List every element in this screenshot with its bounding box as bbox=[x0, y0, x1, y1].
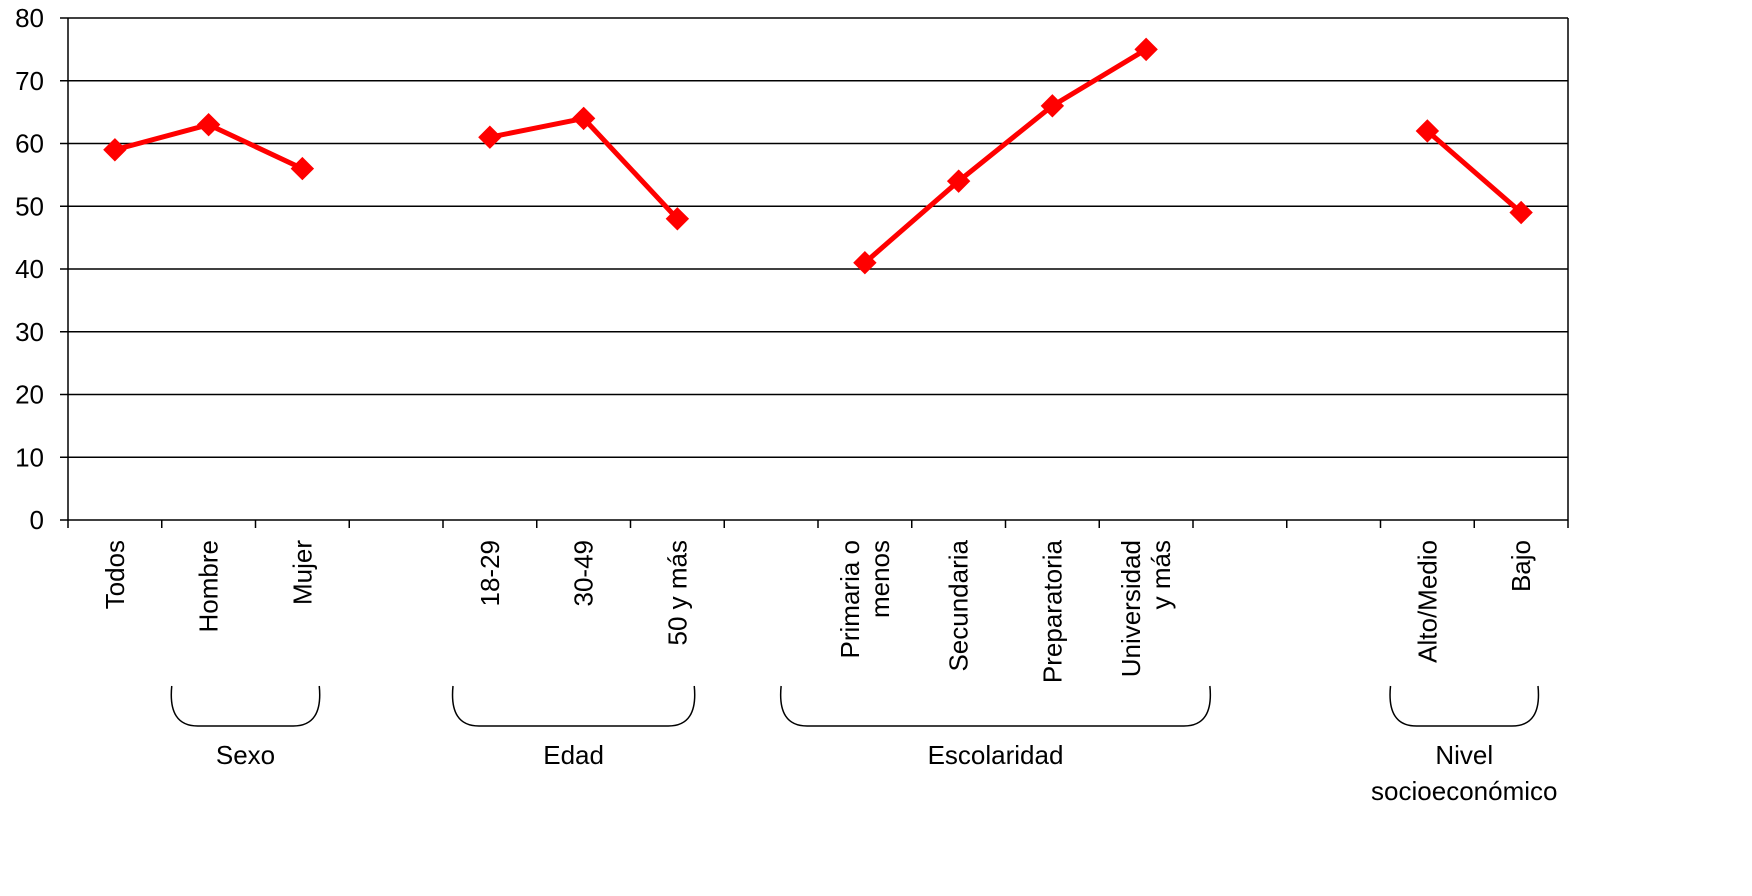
data-point-marker bbox=[946, 169, 971, 193]
group-label: Nivel bbox=[1435, 740, 1493, 770]
group-bracket bbox=[451, 685, 696, 727]
y-tick-label: 40 bbox=[15, 254, 44, 284]
y-tick-label: 30 bbox=[15, 317, 44, 347]
data-point-marker bbox=[1040, 94, 1065, 118]
gridlines bbox=[68, 17, 1568, 521]
category-labels: Todos Hombre Mujer 18-29 30-49 50 y más Primar… bbox=[100, 539, 1536, 683]
data-point-marker bbox=[478, 125, 502, 149]
y-axis: 0 10 20 30 40 50 60 70 80 bbox=[15, 3, 1569, 535]
data-point-marker bbox=[103, 138, 127, 162]
x-category-label: Mujer bbox=[287, 540, 317, 605]
series-markers bbox=[103, 37, 1533, 275]
group-label: Escolaridad bbox=[928, 740, 1064, 770]
x-category-label: menos bbox=[865, 540, 895, 618]
data-point-marker bbox=[1415, 119, 1440, 143]
y-tick-label: 10 bbox=[15, 442, 44, 472]
x-category-label: 30-49 bbox=[569, 540, 599, 607]
y-tick-label: 80 bbox=[15, 3, 44, 33]
data-point-marker bbox=[853, 251, 877, 275]
x-category-label: Secundaria bbox=[944, 539, 974, 671]
series-line-segment bbox=[1425, 129, 1523, 215]
series-line-segment bbox=[863, 47, 1148, 265]
y-tick-label: 0 bbox=[30, 505, 44, 535]
y-tick-label: 50 bbox=[15, 191, 44, 221]
x-category-label: Preparatoria bbox=[1037, 539, 1067, 683]
group-bracket bbox=[779, 685, 1212, 727]
x-category-label: Hombre bbox=[194, 540, 224, 632]
x-category-label: y más bbox=[1146, 540, 1176, 609]
x-category-label: Primaria o bbox=[835, 540, 865, 658]
x-category-label: Bajo bbox=[1506, 540, 1536, 592]
group-label: socioeconómico bbox=[1371, 776, 1557, 806]
y-tick-label: 60 bbox=[15, 129, 44, 159]
data-point-marker bbox=[290, 156, 315, 181]
x-category-label: Todos bbox=[100, 540, 130, 609]
group-label: Sexo bbox=[216, 740, 275, 770]
x-category-label: Alto/Medio bbox=[1412, 540, 1442, 663]
y-tick-label: 70 bbox=[15, 66, 44, 96]
data-point-marker bbox=[571, 106, 596, 131]
group-bracket bbox=[170, 685, 321, 727]
series-line-segment bbox=[489, 115, 680, 221]
x-category-label: Universidad bbox=[1116, 540, 1146, 677]
group-bracket bbox=[1389, 685, 1540, 727]
x-category-label: 50 y más bbox=[662, 540, 692, 646]
data-point-marker bbox=[665, 207, 690, 231]
data-point-marker bbox=[1134, 37, 1158, 62]
x-axis bbox=[67, 520, 1569, 528]
group-label: Edad bbox=[543, 740, 604, 770]
group-brackets: Sexo Edad Escolaridad Nivel socioeconómico bbox=[170, 685, 1557, 806]
y-tick-label: 20 bbox=[15, 380, 44, 410]
x-category-label: 18-29 bbox=[475, 540, 505, 607]
data-point-marker bbox=[1509, 200, 1533, 225]
data-point-marker bbox=[196, 112, 221, 137]
